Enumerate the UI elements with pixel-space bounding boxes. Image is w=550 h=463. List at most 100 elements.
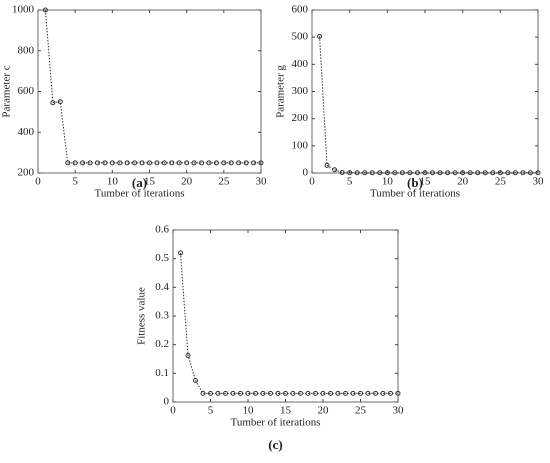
point — [452, 170, 458, 176]
series-line — [319, 36, 538, 174]
x-tick-label: 10 — [382, 176, 394, 188]
y-tick-label: 0.4 — [155, 281, 169, 293]
point — [42, 7, 48, 13]
point — [147, 160, 152, 166]
caption: (c) — [268, 437, 282, 452]
point — [206, 160, 212, 166]
point — [328, 390, 333, 396]
point — [213, 160, 219, 166]
point — [347, 170, 353, 176]
point — [185, 353, 191, 359]
point — [388, 390, 393, 396]
y-tick-label: 200 — [18, 167, 35, 179]
point — [535, 170, 541, 176]
x-tick-label: 20 — [457, 176, 469, 188]
point — [430, 170, 436, 176]
point — [460, 170, 466, 176]
x-tick-label: 5 — [347, 176, 353, 188]
plot-frame — [311, 9, 539, 174]
caption: (b) — [407, 175, 423, 190]
point — [283, 390, 288, 396]
point — [332, 167, 338, 173]
point — [238, 390, 243, 396]
point — [215, 390, 221, 396]
point — [324, 162, 330, 168]
point — [139, 160, 145, 166]
y-axis-label: Fitness value — [136, 287, 148, 345]
x-tick-label: 0 — [35, 176, 41, 188]
point — [362, 170, 368, 176]
y-tick-label: 100 — [292, 139, 309, 151]
y-tick-label: 0 — [303, 167, 309, 179]
point — [102, 160, 108, 166]
point — [178, 250, 183, 256]
y-tick-label: 800 — [18, 44, 35, 56]
point — [358, 390, 363, 396]
x-tick-label: 0 — [170, 405, 176, 417]
point — [313, 390, 318, 396]
y-tick-label: 0.1 — [155, 367, 169, 379]
x-tick-label: 5 — [208, 405, 214, 417]
point — [335, 390, 341, 396]
point — [200, 390, 206, 396]
point — [176, 160, 182, 166]
point — [72, 160, 78, 166]
point — [132, 160, 138, 166]
point — [223, 390, 228, 396]
point — [467, 170, 473, 176]
point — [298, 390, 303, 396]
point — [275, 390, 281, 396]
point — [505, 170, 511, 176]
x-tick-label: 15 — [144, 176, 156, 188]
point — [251, 160, 257, 166]
x-tick-label: 15 — [280, 405, 292, 417]
y-tick-label: 400 — [18, 126, 35, 138]
point — [245, 390, 251, 396]
point — [260, 390, 266, 396]
y-tick-label: 600 — [18, 85, 35, 97]
point — [354, 170, 360, 176]
point — [527, 170, 533, 176]
y-tick-label: 600 — [292, 4, 309, 16]
point — [377, 170, 383, 176]
point — [414, 170, 420, 176]
point — [236, 160, 242, 166]
point — [339, 169, 345, 175]
point — [422, 170, 428, 176]
point — [57, 99, 63, 105]
point — [437, 170, 443, 176]
x-tick-label: 25 — [495, 176, 507, 188]
x-tick-label: 20 — [181, 176, 193, 188]
point — [392, 170, 398, 176]
point — [243, 160, 249, 166]
point — [320, 390, 326, 396]
y-tick-label: 400 — [292, 58, 309, 70]
x-tick-label: 10 — [243, 405, 255, 417]
point — [475, 170, 481, 176]
point — [317, 33, 323, 39]
point — [193, 378, 198, 383]
point — [369, 170, 375, 176]
point — [221, 160, 227, 166]
point — [253, 390, 258, 396]
point — [268, 390, 273, 396]
y-tick-label: 0.6 — [155, 224, 169, 236]
x-tick-label: 30 — [393, 405, 405, 417]
series-line — [180, 252, 398, 394]
point — [350, 390, 356, 396]
point — [191, 160, 197, 166]
x-tick-label: 30 — [533, 176, 545, 188]
y-tick-label: 1000 — [12, 4, 35, 16]
point — [305, 390, 311, 396]
point — [169, 160, 175, 166]
point — [290, 390, 296, 396]
x-axis-label: Tumber of iterations — [230, 417, 320, 429]
x-axis-label: Tumber of iterations — [94, 188, 184, 200]
point — [50, 100, 56, 106]
point — [228, 160, 234, 166]
y-axis-label: Parameter g — [275, 65, 287, 118]
point — [490, 170, 496, 176]
point — [399, 170, 405, 176]
point — [199, 160, 205, 166]
